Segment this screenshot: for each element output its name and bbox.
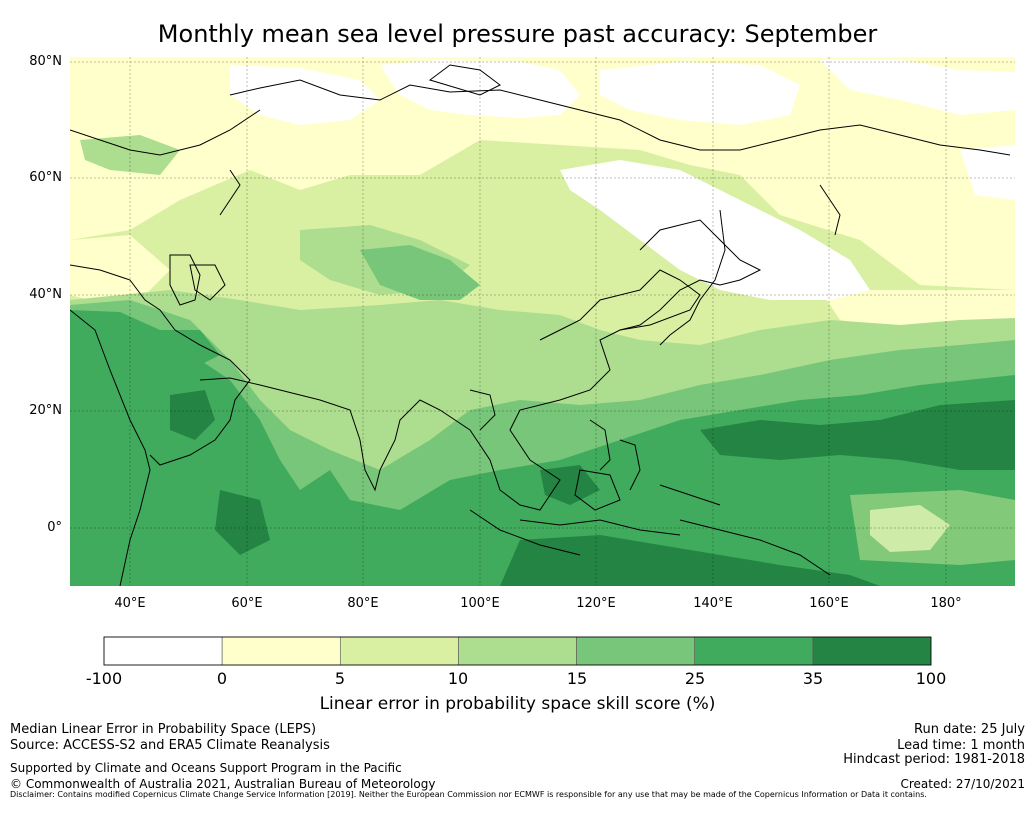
skill-score-map: [70, 57, 1015, 666]
footer-method: Median Linear Error in Probability Space…: [10, 722, 317, 737]
colorbar-segment: [103, 636, 223, 666]
lon-label: 180°: [930, 596, 962, 611]
region-fill: [360, 245, 480, 300]
colorbar-tick: 15: [566, 669, 588, 688]
lon-label: 80°E: [347, 596, 379, 611]
lon-label: 100°E: [460, 596, 500, 611]
colorbar-segment: [694, 636, 814, 666]
lon-label: 60°E: [231, 596, 263, 611]
run-date: Run date: 25 July: [914, 722, 1025, 737]
lat-label: 40°N: [29, 287, 62, 302]
colorbar: [103, 636, 932, 666]
colorbar-segment: [812, 636, 932, 666]
colorbar-segment: [339, 636, 459, 666]
lat-label: 80°N: [29, 54, 62, 69]
region-fill: [70, 310, 1015, 586]
colorbar-tick: 100: [915, 669, 947, 688]
region-fill: [600, 62, 800, 125]
colorbar-tick: -100: [85, 669, 123, 688]
colorbar-tick: 35: [802, 669, 824, 688]
colorbar-segment: [221, 636, 341, 666]
region-fill: [540, 465, 600, 505]
region-fill: [230, 65, 380, 125]
colorbar-tick: 25: [684, 669, 706, 688]
region-fill: [500, 535, 880, 586]
colorbar-label: Linear error in probability space skill …: [319, 694, 716, 714]
lat-label: 20°N: [29, 403, 62, 418]
lon-label: 140°E: [693, 596, 733, 611]
region-fill: [960, 145, 1015, 200]
lead-time: Lead time: 1 month: [897, 738, 1025, 753]
hindcast-period: Hindcast period: 1981-2018: [843, 752, 1025, 767]
lon-label: 120°E: [576, 596, 616, 611]
colorbar-segment: [576, 636, 696, 666]
chart-title: Monthly mean sea level pressure past acc…: [157, 20, 878, 48]
coastlines: [70, 64, 1011, 586]
lon-label: 40°E: [114, 596, 146, 611]
lat-label: 60°N: [29, 170, 62, 185]
region-fill: [215, 490, 270, 555]
footer-supported: Supported by Climate and Oceans Support …: [10, 761, 402, 775]
region-fill: [170, 390, 215, 440]
region-fill: [70, 235, 170, 300]
region-fill: [700, 400, 1015, 470]
footer-source: Source: ACCESS-S2 and ERA5 Climate Reana…: [10, 738, 330, 753]
disclaimer: Disclaimer: Contains modified Copernicus…: [10, 790, 927, 799]
region-fill: [560, 160, 870, 300]
colorbar-tick: 0: [216, 669, 228, 688]
region-fill: [150, 330, 220, 370]
lat-label: 0°: [47, 520, 62, 535]
lon-label: 160°E: [809, 596, 849, 611]
created-date: Created: 27/10/2021: [900, 777, 1025, 791]
gridlines: [70, 57, 1015, 586]
region-fill: [820, 60, 1015, 115]
footer-copyright: © Commonwealth of Australia 2021, Austra…: [10, 777, 436, 791]
colorbar-tick: 10: [447, 669, 469, 688]
region-fill: [850, 490, 1015, 565]
colorbar-border: [103, 636, 932, 666]
colorbar-tick: 5: [334, 669, 346, 688]
colorbar-segment: [458, 636, 577, 666]
